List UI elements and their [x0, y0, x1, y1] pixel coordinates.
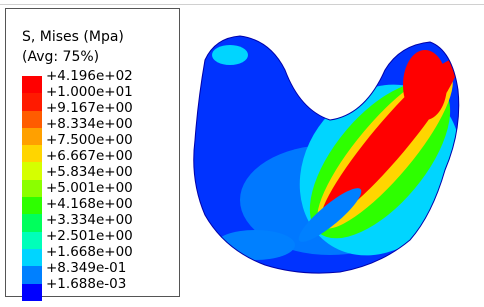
color-swatch	[22, 93, 42, 111]
stress-field	[193, 36, 459, 274]
legend-label: +8.349e-01	[46, 259, 127, 276]
legend: S, Mises (Mpa) (Avg: 75%) +4.196e+02 +1.0…	[5, 8, 180, 301]
color-swatch	[22, 248, 42, 267]
divider	[0, 4, 484, 5]
outline	[193, 35, 460, 274]
legend-label: +1.000e+01	[46, 83, 133, 100]
legend-label: +3.334e+00	[46, 211, 133, 228]
legend-label: +7.500e+00	[46, 131, 133, 148]
color-swatch	[22, 162, 42, 180]
legend-label: +1.688e-03	[46, 275, 127, 292]
legend-label: +2.501e+00	[46, 227, 133, 244]
color-swatch	[22, 197, 42, 215]
legend-label: +6.667e+00	[46, 147, 133, 164]
color-bar	[22, 76, 42, 301]
legend-subtitle: (Avg: 75%)	[22, 49, 100, 65]
color-swatch	[22, 231, 42, 249]
color-swatch	[22, 127, 42, 146]
legend-label: +9.167e+00	[46, 99, 133, 116]
legend-label: +1.668e+00	[46, 243, 133, 260]
color-swatch	[22, 179, 42, 198]
legend-label: +4.196e+02	[46, 68, 133, 84]
legend-title: S, Mises (Mpa)	[22, 29, 124, 45]
color-swatch	[22, 266, 42, 284]
color-swatch	[22, 76, 42, 94]
color-swatch	[22, 110, 42, 128]
color-swatch	[22, 145, 42, 163]
legend-label: +5.001e+00	[46, 179, 133, 196]
legend-label: +4.168e+00	[46, 195, 133, 212]
legend-label: +8.334e+00	[46, 115, 133, 132]
legend-label: +5.834e+00	[46, 163, 133, 180]
color-swatch	[22, 283, 42, 301]
color-swatch	[22, 214, 42, 232]
